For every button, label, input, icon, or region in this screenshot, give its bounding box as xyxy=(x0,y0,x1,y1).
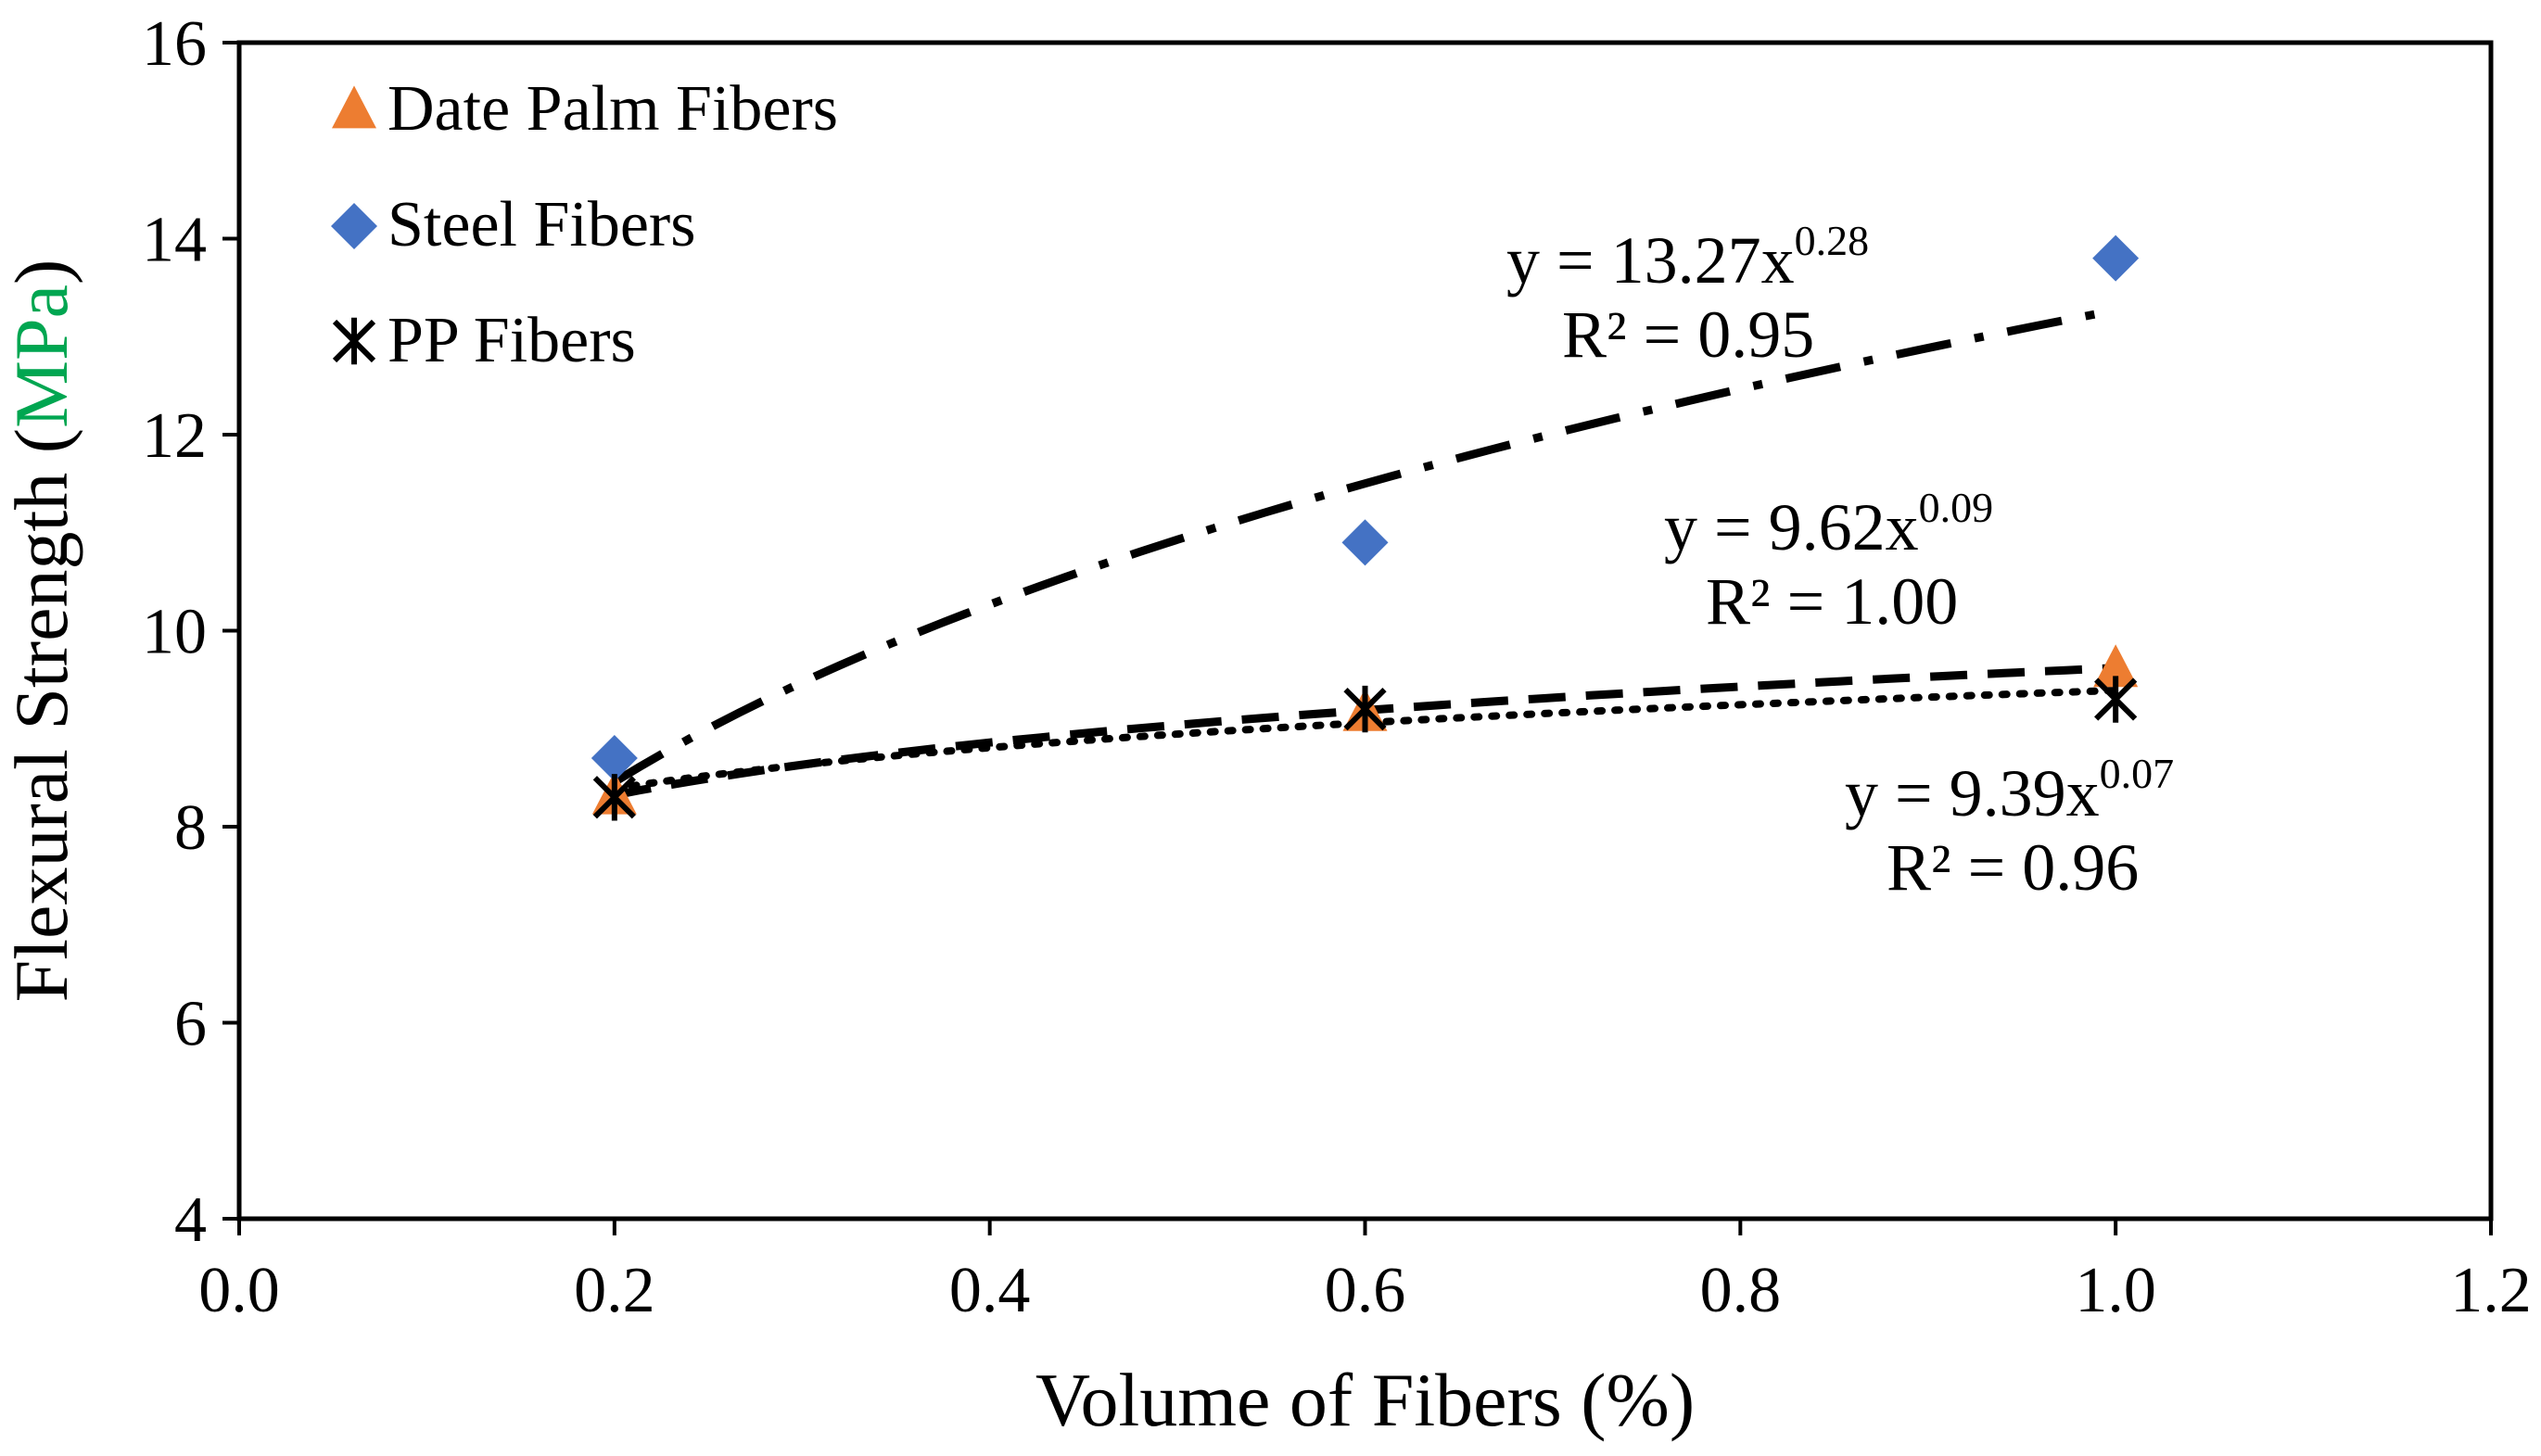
data-point-date-palm-fibers xyxy=(2093,644,2139,688)
date-palm-fit-r2: R² = 1.00 xyxy=(1706,564,1958,639)
y-axis-ticks: 4 6 8 10 12 14 16 xyxy=(142,8,239,1256)
data-point-steel-fibers xyxy=(591,734,638,781)
x-axis-ticks: 0.0 0.2 0.4 0.6 0.8 1.0 1.2 xyxy=(198,1219,2532,1326)
y-tick-label: 4 xyxy=(174,1184,207,1256)
legend-marker-steel-fibers xyxy=(331,203,377,249)
y-tick-label: 12 xyxy=(142,400,207,472)
pp-fit-r2: R² = 0.96 xyxy=(1887,830,2139,905)
date-palm-fit-equation: y = 9.62x0.09 xyxy=(1664,484,1993,564)
data-point-pp-fibers xyxy=(2094,676,2138,723)
pp-fit-annotation: y = 9.39x0.07 R² = 0.96 xyxy=(1845,750,2174,905)
steel-fit-annotation: y = 13.27x0.28 R² = 0.95 xyxy=(1506,217,1869,372)
steel-fit-equation: y = 13.27x0.28 xyxy=(1506,217,1869,298)
data-point-pp-fibers xyxy=(1343,685,1387,733)
trendline-annotations: y = 13.27x0.28 R² = 0.95 y = 9.62x0.09 R… xyxy=(1506,217,2174,905)
trendline-steel-fibers xyxy=(612,306,2117,786)
pp-fit-equation: y = 9.39x0.07 xyxy=(1845,750,2174,830)
x-axis-title: Volume of Fibers (%) xyxy=(1035,1358,1695,1442)
legend-item-steel-fibers: Steel Fibers xyxy=(331,189,695,260)
x-tick-label: 0.4 xyxy=(949,1255,1031,1326)
x-tick-label: 0.0 xyxy=(198,1255,280,1326)
x-tick-label: 0.6 xyxy=(1325,1255,1406,1326)
x-tick-label: 0.2 xyxy=(574,1255,655,1326)
y-tick-label: 16 xyxy=(142,8,207,80)
y-tick-label: 10 xyxy=(142,597,207,668)
legend-item-pp-fibers: PP Fibers xyxy=(332,305,636,376)
x-tick-label: 1.0 xyxy=(2075,1255,2156,1326)
legend: Date Palm Fibers Steel Fibers PP Fibers xyxy=(331,73,838,376)
y-tick-label: 6 xyxy=(174,989,207,1060)
legend-label-date-palm-fibers: Date Palm Fibers xyxy=(388,73,838,145)
x-tick-label: 0.8 xyxy=(1700,1255,1782,1326)
y-axis-title-unit: MPa xyxy=(0,285,83,428)
data-point-pp-fibers xyxy=(592,774,636,821)
data-point-steel-fibers xyxy=(2092,234,2140,282)
y-tick-label: 14 xyxy=(142,205,207,276)
y-axis-title-suffix: ) xyxy=(0,260,83,285)
data-markers xyxy=(591,234,2140,821)
data-point-steel-fibers xyxy=(1341,519,1389,566)
steel-fit-r2: R² = 0.95 xyxy=(1562,298,1814,372)
y-axis-title-prefix: Flexural Strength ( xyxy=(0,428,83,1002)
y-tick-label: 8 xyxy=(174,792,207,864)
legend-label-steel-fibers: Steel Fibers xyxy=(388,189,695,260)
legend-item-date-palm-fibers: Date Palm Fibers xyxy=(332,73,838,145)
legend-label-pp-fibers: PP Fibers xyxy=(388,305,636,376)
legend-marker-pp-fibers xyxy=(332,317,376,365)
x-tick-label: 1.2 xyxy=(2450,1255,2532,1326)
y-axis-title: Flexural Strength (MPa) xyxy=(0,260,83,1003)
legend-marker-date-palm-fibers xyxy=(332,85,376,129)
date-palm-fit-annotation: y = 9.62x0.09 R² = 1.00 xyxy=(1664,484,1993,639)
